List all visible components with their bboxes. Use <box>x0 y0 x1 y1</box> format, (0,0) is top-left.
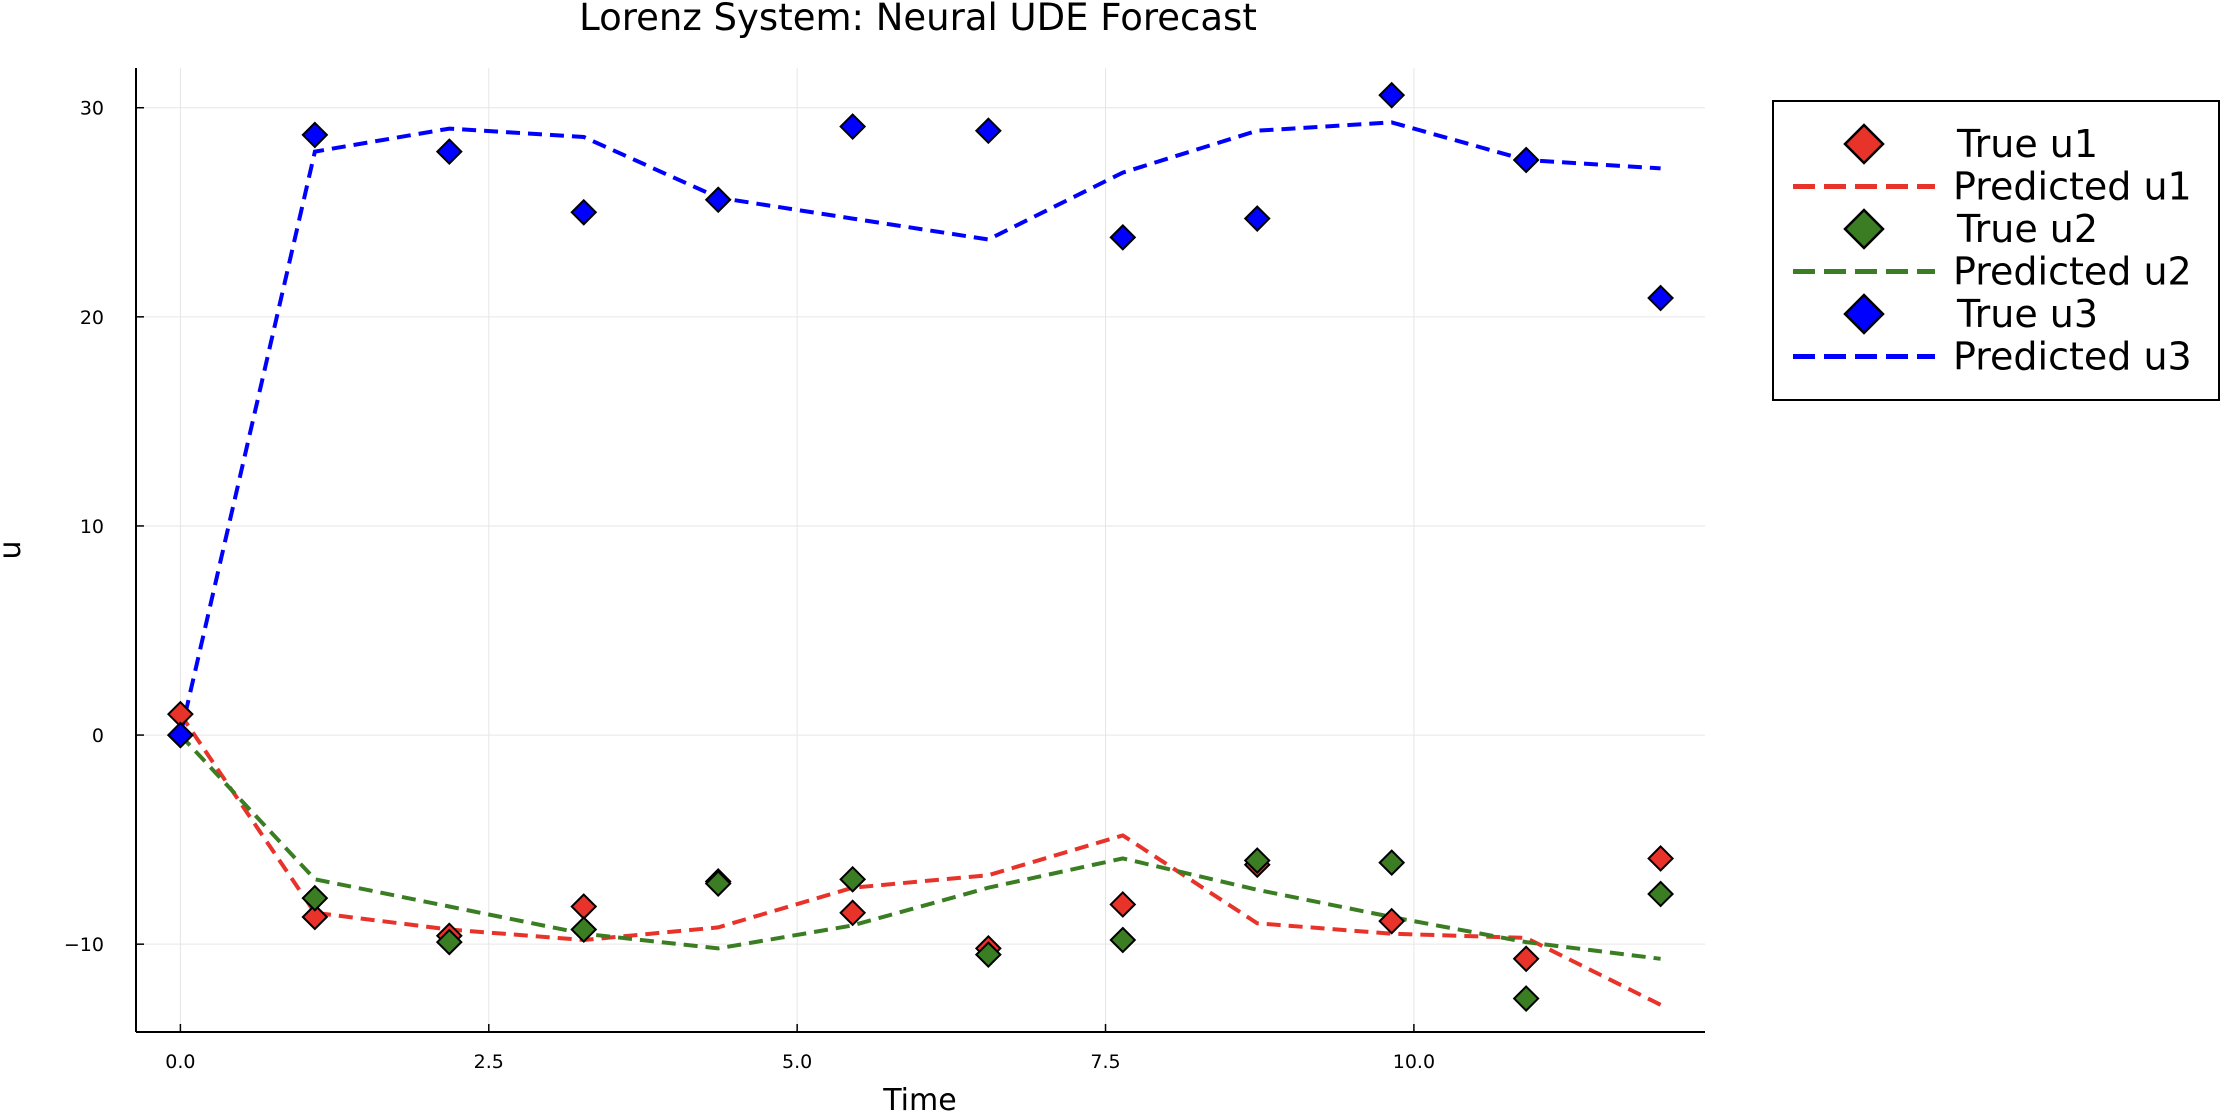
plot-series <box>166 81 1675 1012</box>
x-tick-label: 10.0 <box>1393 1051 1435 1073</box>
true-u1-point <box>301 903 329 931</box>
true-u1-point <box>839 899 867 927</box>
true-u1-point <box>1109 891 1137 918</box>
true-u1-point <box>570 893 598 920</box>
x-tick-label: 2.5 <box>474 1051 504 1073</box>
true-u3-point <box>1647 284 1675 312</box>
true-u2-point <box>1243 847 1271 874</box>
legend-true-u3-label: True u3 <box>1956 292 2098 336</box>
y-tick-label: 0 <box>92 725 104 747</box>
y-tick-label: 20 <box>80 307 104 329</box>
true-u2-point <box>1378 849 1406 877</box>
predicted-u2-line <box>178 733 1661 961</box>
true-u1-point <box>1647 845 1675 872</box>
true-u3-point <box>704 186 732 214</box>
y-axis-title: u <box>0 540 28 559</box>
legend-true-u1-marker <box>1843 123 1885 165</box>
x-tick-label: 5.0 <box>782 1051 812 1073</box>
true-u3-point <box>1243 205 1271 232</box>
y-tick-label: 10 <box>80 516 104 538</box>
true-u3-point <box>166 721 194 749</box>
chart-title: Lorenz System: Neural UDE Forecast <box>579 0 1257 39</box>
x-axis-title: Time <box>882 1083 956 1114</box>
true-u2-point <box>301 884 329 912</box>
x-tick-label: 0.0 <box>165 1051 195 1073</box>
true-u1-point <box>1378 907 1406 935</box>
legend-true-u2-marker <box>1843 208 1885 250</box>
axes <box>135 68 1705 1033</box>
true-u1-point <box>1512 945 1540 973</box>
legend-true-u3-marker <box>1843 293 1885 335</box>
legend-predicted-u1-label: Predicted u1 <box>1953 165 2192 209</box>
true-u2-point <box>1647 880 1675 908</box>
y-tick-label: −10 <box>64 934 104 956</box>
true-u2-point <box>704 870 732 897</box>
legend-predicted-u3-label: Predicted u3 <box>1953 335 2192 379</box>
legend-box <box>1772 100 2220 401</box>
y-tick-label: 30 <box>80 98 104 120</box>
tick-labels: 0.0 2.5 5.0 7.5 10.0 −10 0 10 20 30 <box>64 98 1435 1073</box>
true-u3-point <box>435 138 463 166</box>
true-u3-point <box>1378 81 1406 109</box>
true-u2-point <box>1109 926 1137 954</box>
true-u3-point <box>570 198 598 226</box>
true-u2-point <box>839 865 867 893</box>
true-u2-point <box>974 941 1002 969</box>
true-u2-point <box>435 928 463 956</box>
legend-true-u1-label: True u1 <box>1956 122 2098 166</box>
true-u3-point <box>974 117 1002 145</box>
true-u3-point <box>1109 223 1137 251</box>
true-u3-point <box>839 113 867 140</box>
true-u2-point <box>570 916 598 943</box>
predicted-u3-line <box>178 120 1661 736</box>
x-tick-label: 7.5 <box>1090 1051 1120 1073</box>
true-u3-point <box>1512 146 1540 174</box>
legend-true-u2-label: True u2 <box>1956 207 2098 251</box>
grid-lines <box>136 68 1705 1032</box>
true-u2-point <box>1512 985 1540 1012</box>
true-u3-point <box>301 121 329 149</box>
predicted-u1-line <box>178 713 1662 1007</box>
legend-predicted-u2-label: Predicted u2 <box>1953 250 2192 294</box>
